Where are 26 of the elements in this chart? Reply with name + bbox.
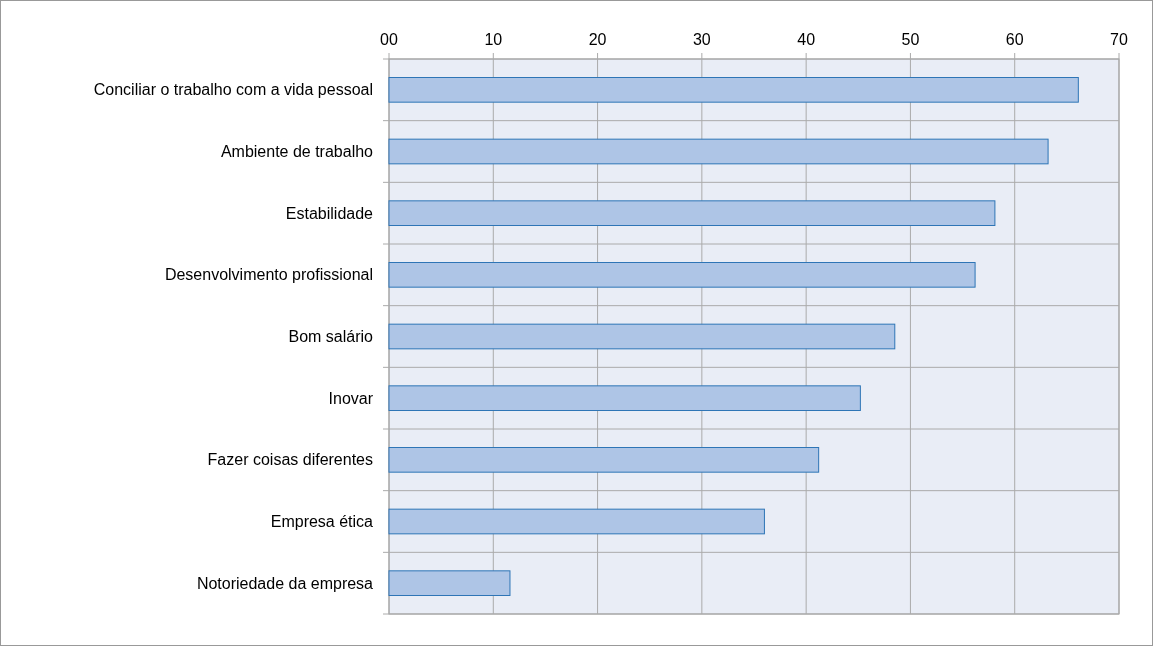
bar — [388, 385, 861, 411]
y-tick-label: Bom salário — [288, 328, 374, 345]
y-tick-label: Fazer coisas diferentes — [207, 451, 373, 469]
bar — [388, 77, 1079, 103]
y-tick-label: Conciliar o trabalho com a vida pessoal — [93, 81, 373, 99]
x-tick-label: 60 — [1005, 31, 1024, 48]
bar — [388, 138, 1049, 165]
y-tick-label: Notoriedade da empresa — [196, 574, 374, 592]
y-tick-label: Empresa ética — [270, 513, 374, 530]
x-tick-label: 50 — [901, 31, 920, 48]
x-tick-label: 00 — [380, 31, 398, 48]
y-tick-label: Ambiente de trabalho — [220, 143, 374, 160]
y-tick-label: Estabilidade — [285, 204, 374, 222]
x-tick-label: 30 — [692, 31, 711, 48]
y-tick-label: Desenvolvimento profissional — [164, 266, 373, 284]
bar — [388, 323, 896, 350]
bar — [388, 447, 820, 473]
bar — [388, 508, 765, 535]
x-tick-label: 70 — [1110, 31, 1128, 48]
x-tick-label: 20 — [588, 31, 607, 48]
x-tick-label: 10 — [484, 31, 503, 48]
bar — [388, 262, 976, 288]
bar — [388, 570, 511, 596]
bar — [388, 200, 996, 226]
y-tick-label: Inovar — [328, 389, 374, 407]
x-tick-label: 40 — [797, 31, 816, 48]
